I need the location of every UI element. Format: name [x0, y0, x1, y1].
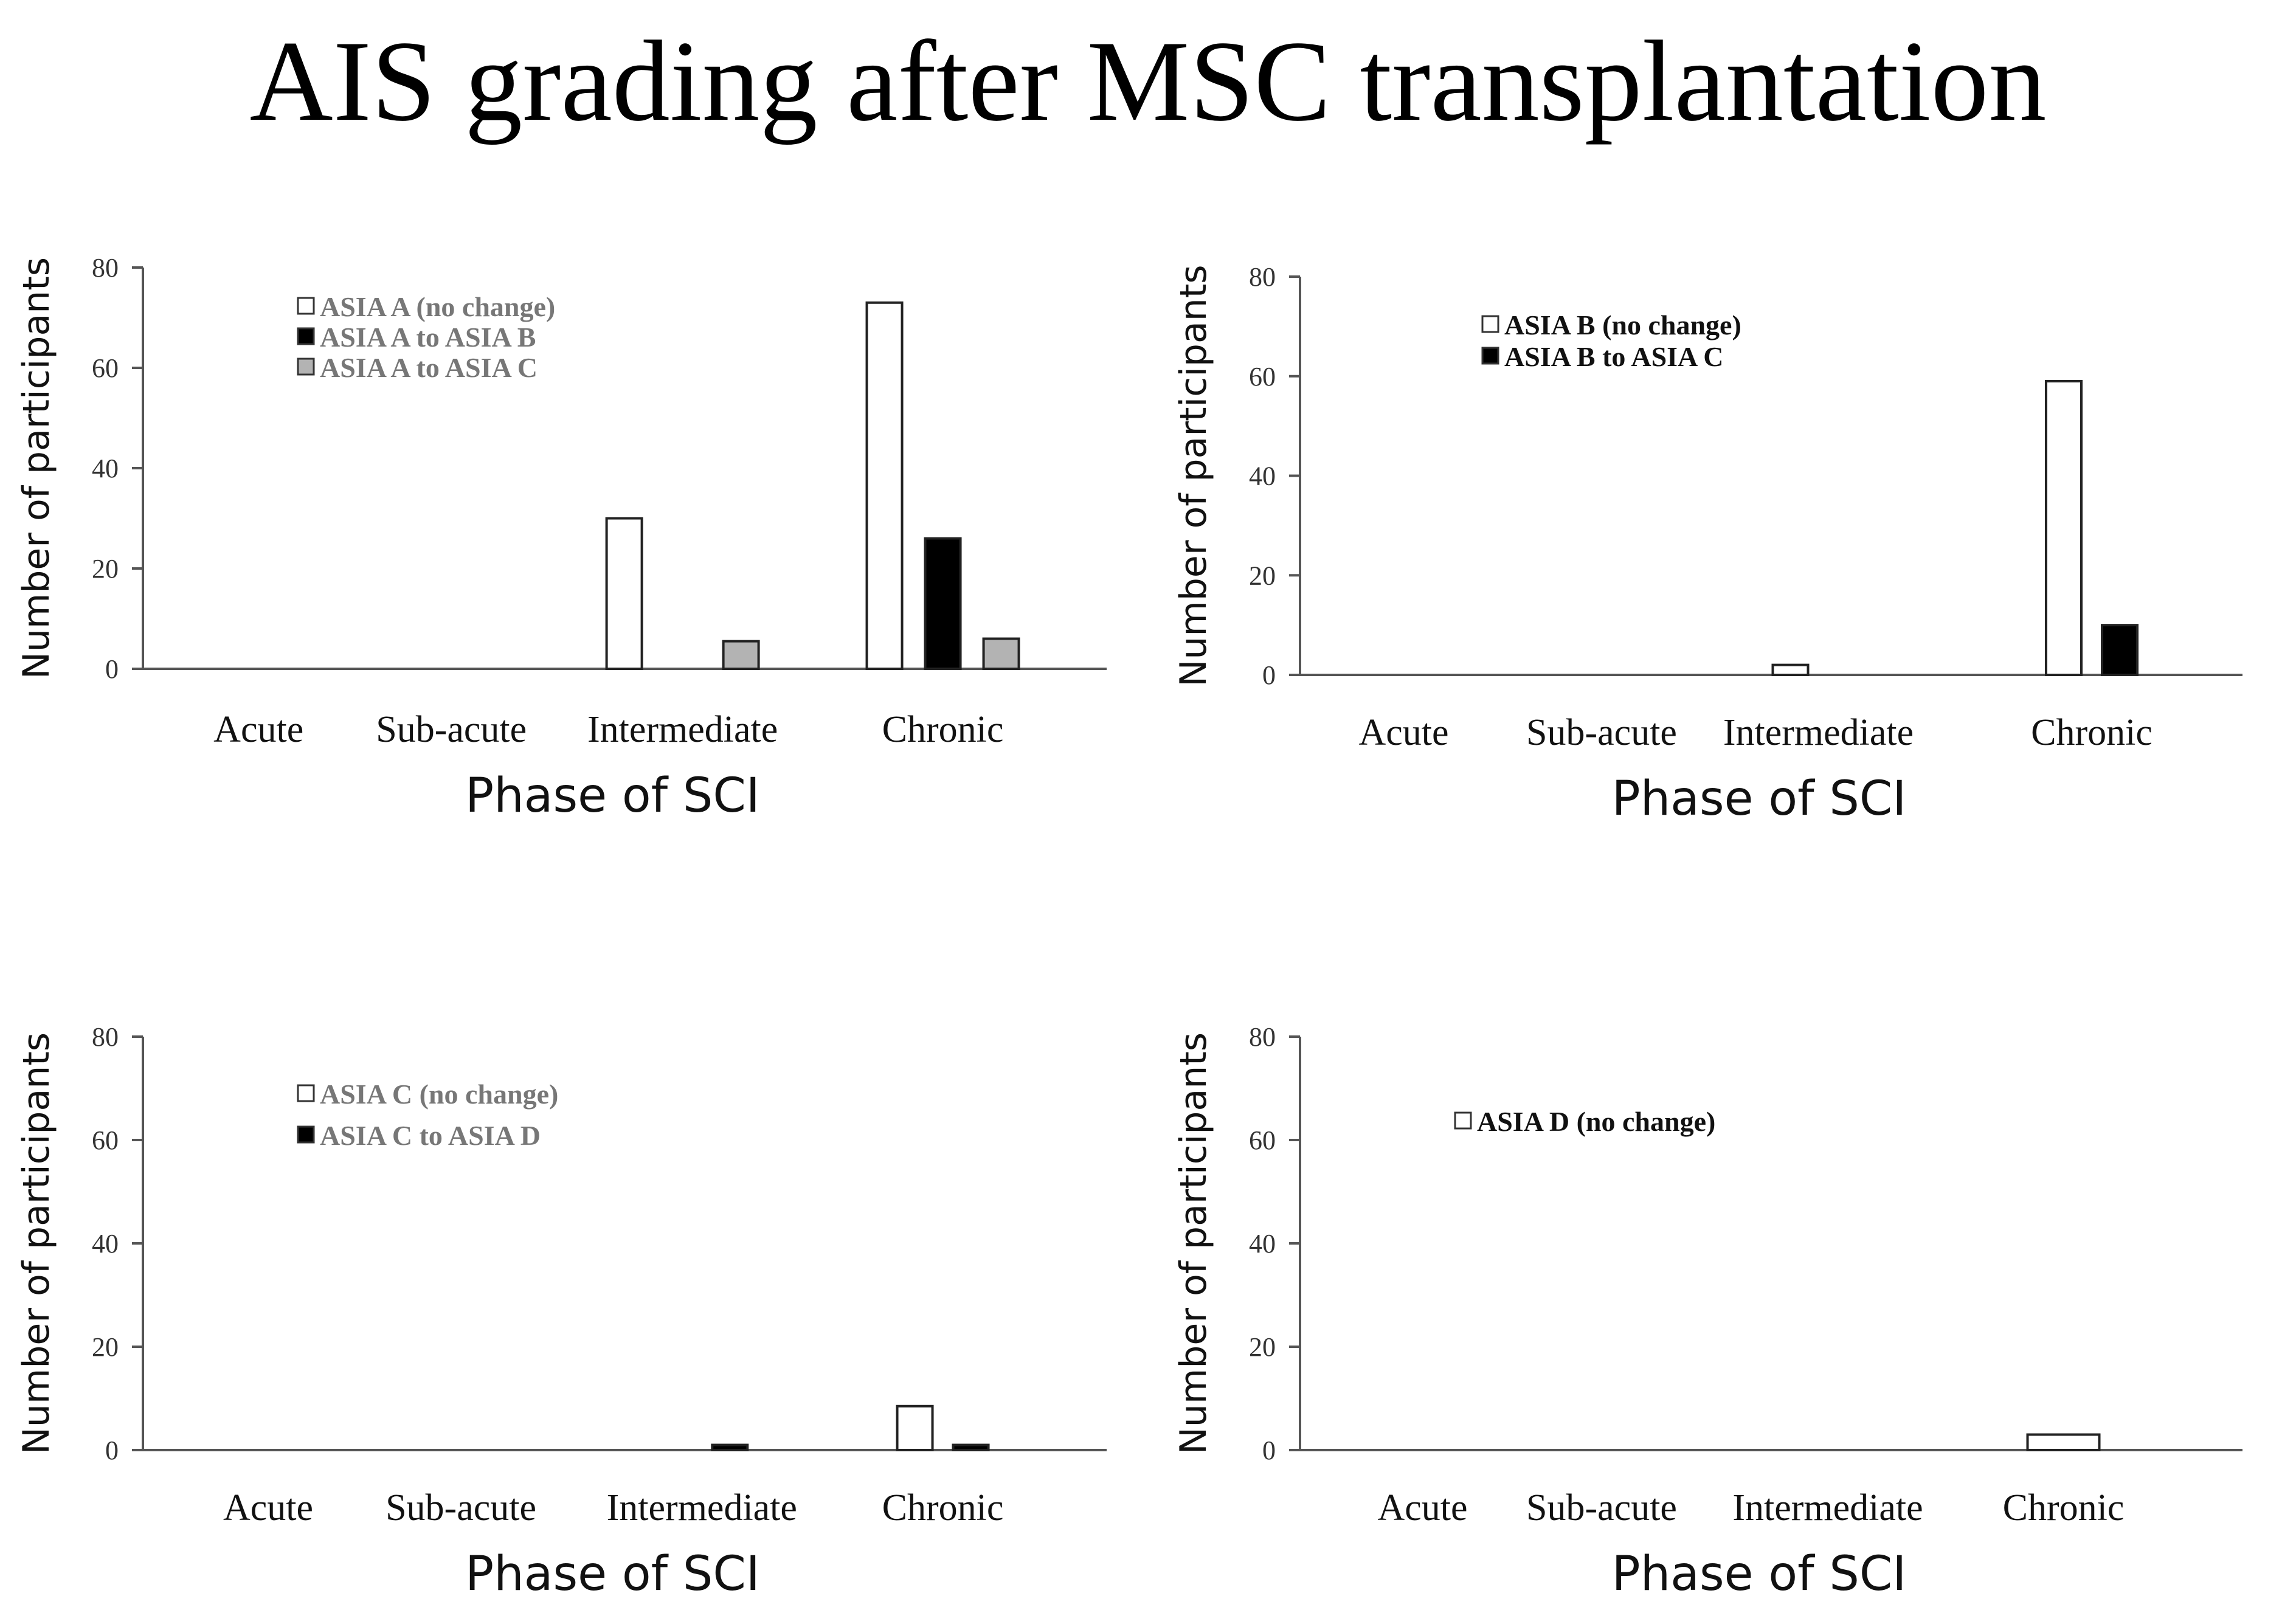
- category-label-acute: Acute: [223, 1487, 313, 1529]
- category-label-intermediate: Intermediate: [587, 709, 778, 750]
- y-tick-label: 0: [105, 1436, 119, 1465]
- category-label-sub-acute: Sub-acute: [376, 709, 527, 750]
- bar-asia-d-no-change-chronic: [2026, 1433, 2101, 1451]
- y-tick-label: 20: [1249, 1332, 1276, 1362]
- y-tick-label: 80: [1249, 262, 1276, 292]
- legend-entry-asia-a-to-asia-c: ASIA A to ASIA C: [320, 352, 538, 383]
- bar-asia-c-to-asia-d-intermediate: [711, 1443, 749, 1451]
- category-label-chronic: Chronic: [882, 1487, 1004, 1529]
- category-label-sub-acute: Sub-acute: [1526, 1487, 1677, 1529]
- figure-title: AIS grading after MSC transplantation: [249, 18, 2047, 145]
- y-tick-label: 40: [1249, 1229, 1276, 1259]
- y-tick-label: 60: [1249, 362, 1276, 392]
- legend-swatch-asia-b-to-asia-c: [1481, 347, 1499, 365]
- bar-asia-a-no-change-intermediate: [605, 517, 643, 670]
- legend-entry-asia-b-to-asia-c: ASIA B to ASIA C: [1504, 341, 1723, 372]
- y-tick-label: 20: [92, 1332, 119, 1362]
- y-tick-label: 0: [1262, 1436, 1276, 1465]
- y-tick-label: 20: [1249, 561, 1276, 590]
- y-axis-label: Number of participants: [15, 1032, 58, 1454]
- legend-entry-asia-c-to-asia-d: ASIA C to ASIA D: [320, 1120, 541, 1151]
- chart-asia-a: 0 20 40 60 80 Number of participants Phase of …: [15, 253, 1107, 823]
- y-tick-label: 40: [92, 454, 119, 483]
- x-axis-label: Phase of SCI: [465, 769, 760, 823]
- bar-asia-a-to-asia-c-chronic: [982, 637, 1020, 670]
- bar-asia-b-no-change-chronic: [2045, 379, 2083, 676]
- category-label-acute: Acute: [1377, 1487, 1467, 1529]
- legend-swatch-asia-c-no-change: [297, 1084, 315, 1102]
- y-tick-label: 60: [92, 1125, 119, 1155]
- category-label-intermediate: Intermediate: [607, 1487, 797, 1529]
- bar-asia-b-to-asia-c-chronic: [2101, 624, 2139, 676]
- legend-entry-asia-c-no-change: ASIA C (no change): [320, 1079, 558, 1110]
- bar-asia-a-no-change-chronic: [865, 301, 904, 670]
- category-label-chronic: Chronic: [2003, 1487, 2125, 1529]
- y-axis-label: Number of participants: [15, 257, 58, 679]
- legend-swatch-asia-a-to-asia-b: [297, 327, 315, 345]
- x-axis-label: Phase of SCI: [1612, 1547, 1907, 1601]
- y-axis-label: Number of participants: [1172, 264, 1215, 686]
- legend-swatch-asia-c-to-asia-d: [297, 1125, 315, 1144]
- y-tick-label: 60: [1249, 1125, 1276, 1155]
- chart-asia-d: 0 20 40 60 80 Number of participants Phase of …: [1172, 1022, 2242, 1601]
- legend-entry-asia-a-no-change: ASIA A (no change): [320, 291, 555, 322]
- x-axis-label: Phase of SCI: [465, 1547, 760, 1601]
- legend-swatch-asia-b-no-change: [1481, 315, 1499, 333]
- y-axis-label: Number of participants: [1172, 1032, 1215, 1454]
- legend-swatch-asia-a-no-change: [297, 297, 315, 315]
- legend-swatch-asia-d-no-change: [1454, 1111, 1472, 1130]
- legend-entry-asia-d-no-change: ASIA D (no change): [1477, 1106, 1715, 1137]
- category-label-intermediate: Intermediate: [1723, 712, 1914, 753]
- y-tick-label: 80: [1249, 1022, 1276, 1052]
- legend-swatch-asia-a-to-asia-c: [297, 358, 315, 376]
- x-axis-label: Phase of SCI: [1612, 772, 1907, 826]
- y-tick-label: 20: [92, 554, 119, 584]
- bar-asia-b-no-change-intermediate: [1771, 663, 1810, 676]
- category-label-acute: Acute: [213, 709, 303, 750]
- category-label-chronic: Chronic: [882, 709, 1004, 750]
- y-tick-label: 40: [92, 1229, 119, 1259]
- legend-entry-asia-b-no-change: ASIA B (no change): [1504, 309, 1741, 340]
- category-label-acute: Acute: [1358, 712, 1448, 753]
- category-label-sub-acute: Sub-acute: [386, 1487, 536, 1529]
- bar-asia-a-to-asia-b-chronic: [924, 537, 962, 670]
- y-tick-label: 0: [1262, 660, 1276, 690]
- chart-asia-c: 0 20 40 60 80 Number of participants Phase of …: [15, 1022, 1107, 1601]
- legend-entry-asia-a-to-asia-b: ASIA A to ASIA B: [320, 322, 536, 353]
- bar-asia-a-to-asia-c-intermediate: [722, 640, 760, 670]
- chart-asia-b: 0 20 40 60 80 Number of participants Phase of …: [1172, 262, 2242, 826]
- y-tick-label: 0: [105, 654, 119, 684]
- bar-asia-c-to-asia-d-chronic: [952, 1443, 990, 1451]
- y-tick-label: 40: [1249, 461, 1276, 491]
- category-label-intermediate: Intermediate: [1732, 1487, 1923, 1529]
- bar-asia-c-no-change-chronic: [896, 1404, 934, 1451]
- category-label-chronic: Chronic: [2031, 712, 2152, 753]
- y-tick-label: 60: [92, 353, 119, 383]
- y-tick-label: 80: [92, 253, 119, 283]
- category-label-sub-acute: Sub-acute: [1526, 712, 1677, 753]
- y-tick-label: 80: [92, 1022, 119, 1052]
